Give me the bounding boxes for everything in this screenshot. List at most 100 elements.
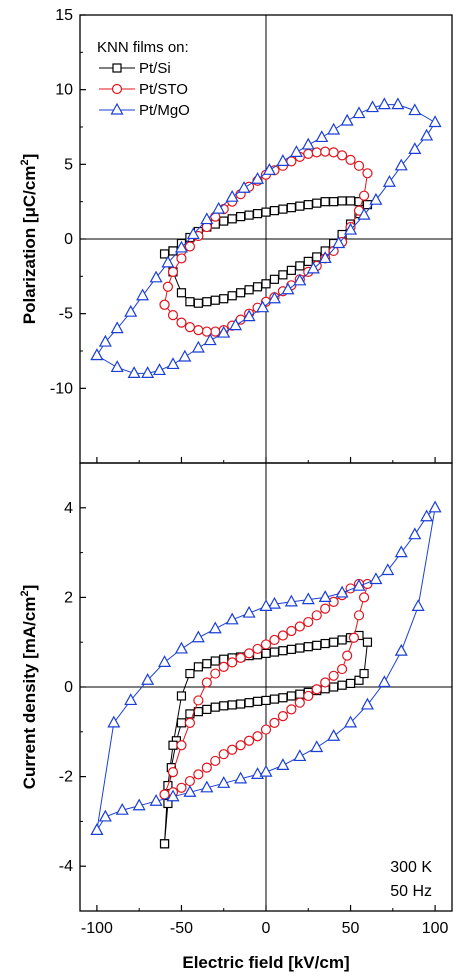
- bottom-point-pt-sto: [235, 652, 246, 663]
- bottom-point-pt-sto: [201, 762, 212, 773]
- top-point-pt-mgo: [90, 348, 104, 361]
- bottom-point-pt-mgo: [98, 809, 112, 822]
- top-point-pt-mgo: [110, 360, 124, 373]
- top-point-pt-mgo: [408, 103, 422, 116]
- bottom-point-pt-sto: [303, 690, 314, 702]
- top-point-pt-sto: [210, 326, 221, 337]
- bottom-point-pt-si: [210, 702, 220, 712]
- top-point-pt-si: [261, 279, 271, 289]
- bottom-point-pt-si: [219, 701, 229, 711]
- bottom-point-pt-si: [312, 640, 322, 650]
- top-point-pt-mgo: [306, 261, 320, 274]
- top-point-pt-mgo: [301, 137, 315, 150]
- top-point-pt-mgo: [152, 363, 166, 376]
- top-point-pt-mgo: [366, 100, 380, 113]
- top-point-pt-mgo: [200, 212, 214, 225]
- top-point-pt-si: [337, 196, 347, 206]
- bottom-point-pt-mgo: [208, 621, 222, 634]
- legend-label-pt-si: Pt/Si: [139, 60, 171, 77]
- bottom-y-tick-label: 4: [64, 500, 73, 517]
- bottom-point-pt-si: [159, 839, 170, 849]
- x-tick-label: 100: [422, 920, 449, 937]
- top-point-pt-si: [269, 274, 280, 284]
- top-point-pt-si: [193, 298, 203, 308]
- top-point-pt-sto: [328, 147, 339, 158]
- top-point-pt-si: [219, 294, 229, 304]
- top-y-tick-label: 5: [64, 156, 73, 173]
- top-point-pt-mgo: [318, 251, 332, 264]
- bottom-point-pt-mgo: [174, 641, 188, 654]
- top-point-pt-mgo: [289, 145, 303, 157]
- bottom-point-pt-si: [359, 668, 369, 679]
- bottom-point-pt-sto: [277, 711, 289, 722]
- bottom-point-pt-mgo: [310, 740, 324, 753]
- bottom-point-pt-sto: [167, 767, 179, 778]
- bottom-point-pt-si: [337, 635, 347, 645]
- bottom-point-pt-sto: [286, 704, 297, 715]
- bottom-point-pt-mgo: [158, 655, 172, 667]
- top-point-pt-sto: [159, 299, 170, 310]
- top-point-pt-mgo: [110, 321, 124, 334]
- bottom-point-pt-si: [269, 694, 280, 704]
- top-point-pt-si: [329, 197, 339, 207]
- top-point-pt-mgo: [217, 325, 231, 338]
- top-point-pt-mgo: [428, 115, 442, 128]
- bottom-point-pt-mgo: [234, 771, 248, 784]
- bottom-point-pt-mgo: [408, 527, 422, 540]
- bottom-point-pt-mgo: [200, 780, 214, 793]
- bottom-point-pt-sto: [320, 677, 331, 688]
- top-point-pt-mgo: [293, 273, 307, 286]
- bottom-y-axis-label: Current density [mA/cm2]: [19, 585, 39, 790]
- top-point-pt-si: [227, 214, 237, 224]
- bottom-point-pt-si: [202, 659, 212, 669]
- bottom-y-tick-label: -2: [59, 769, 73, 786]
- bottom-point-pt-sto: [260, 724, 272, 735]
- legend-title: KNN films on:: [97, 39, 189, 56]
- bottom-point-pt-mgo: [149, 793, 163, 806]
- bottom-point-pt-sto: [294, 697, 305, 708]
- bottom-point-pt-sto: [269, 634, 280, 646]
- x-tick-label: -100: [81, 920, 113, 937]
- top-point-pt-si: [210, 295, 220, 305]
- bottom-point-pt-sto: [184, 775, 196, 787]
- top-point-pt-mgo: [344, 222, 358, 235]
- top-point-pt-si: [261, 207, 271, 217]
- bottom-point-pt-mgo: [166, 789, 180, 802]
- top-y-tick-label: -5: [59, 306, 73, 323]
- bottom-point-pt-sto: [210, 755, 221, 767]
- top-point-pt-mgo: [251, 172, 265, 184]
- bottom-point-pt-mgo: [183, 785, 197, 797]
- bottom-point-pt-mgo: [381, 563, 395, 576]
- bottom-point-pt-mgo: [377, 675, 391, 688]
- top-point-pt-mgo: [281, 282, 295, 295]
- bottom-point-pt-sto: [252, 643, 263, 655]
- top-point-pt-si: [303, 200, 313, 210]
- bottom-y-tick-label: 2: [64, 589, 73, 606]
- legend-marker-pt-sto: [111, 83, 123, 95]
- bottom-point-pt-sto: [286, 625, 297, 637]
- bottom-point-pt-mgo: [394, 643, 408, 656]
- top-point-pt-mgo: [262, 163, 276, 175]
- top-point-pt-mgo: [178, 349, 192, 362]
- bottom-point-pt-sto: [277, 630, 289, 641]
- top-point-pt-mgo: [340, 113, 354, 126]
- top-point-pt-sto: [184, 241, 196, 252]
- top-point-pt-mgo: [276, 154, 290, 166]
- bottom-point-pt-mgo: [124, 693, 138, 706]
- top-point-pt-sto: [362, 168, 373, 179]
- top-point-pt-sto: [303, 148, 314, 159]
- top-point-pt-si: [286, 265, 296, 275]
- top-point-pt-si: [219, 216, 229, 226]
- top-point-pt-si: [303, 256, 313, 266]
- top-point-pt-si: [252, 209, 263, 219]
- top-point-pt-sto: [167, 266, 179, 277]
- x-tick-label: 50: [342, 920, 360, 937]
- bottom-point-pt-si: [278, 693, 288, 703]
- bottom-point-pt-sto: [303, 616, 314, 628]
- bottom-point-pt-sto: [243, 735, 255, 746]
- bottom-point-pt-mgo: [369, 572, 383, 585]
- bottom-point-pt-mgo: [115, 802, 129, 815]
- bottom-point-pt-mgo: [141, 673, 155, 685]
- bottom-point-pt-sto: [358, 592, 370, 603]
- bottom-point-pt-si: [303, 642, 313, 652]
